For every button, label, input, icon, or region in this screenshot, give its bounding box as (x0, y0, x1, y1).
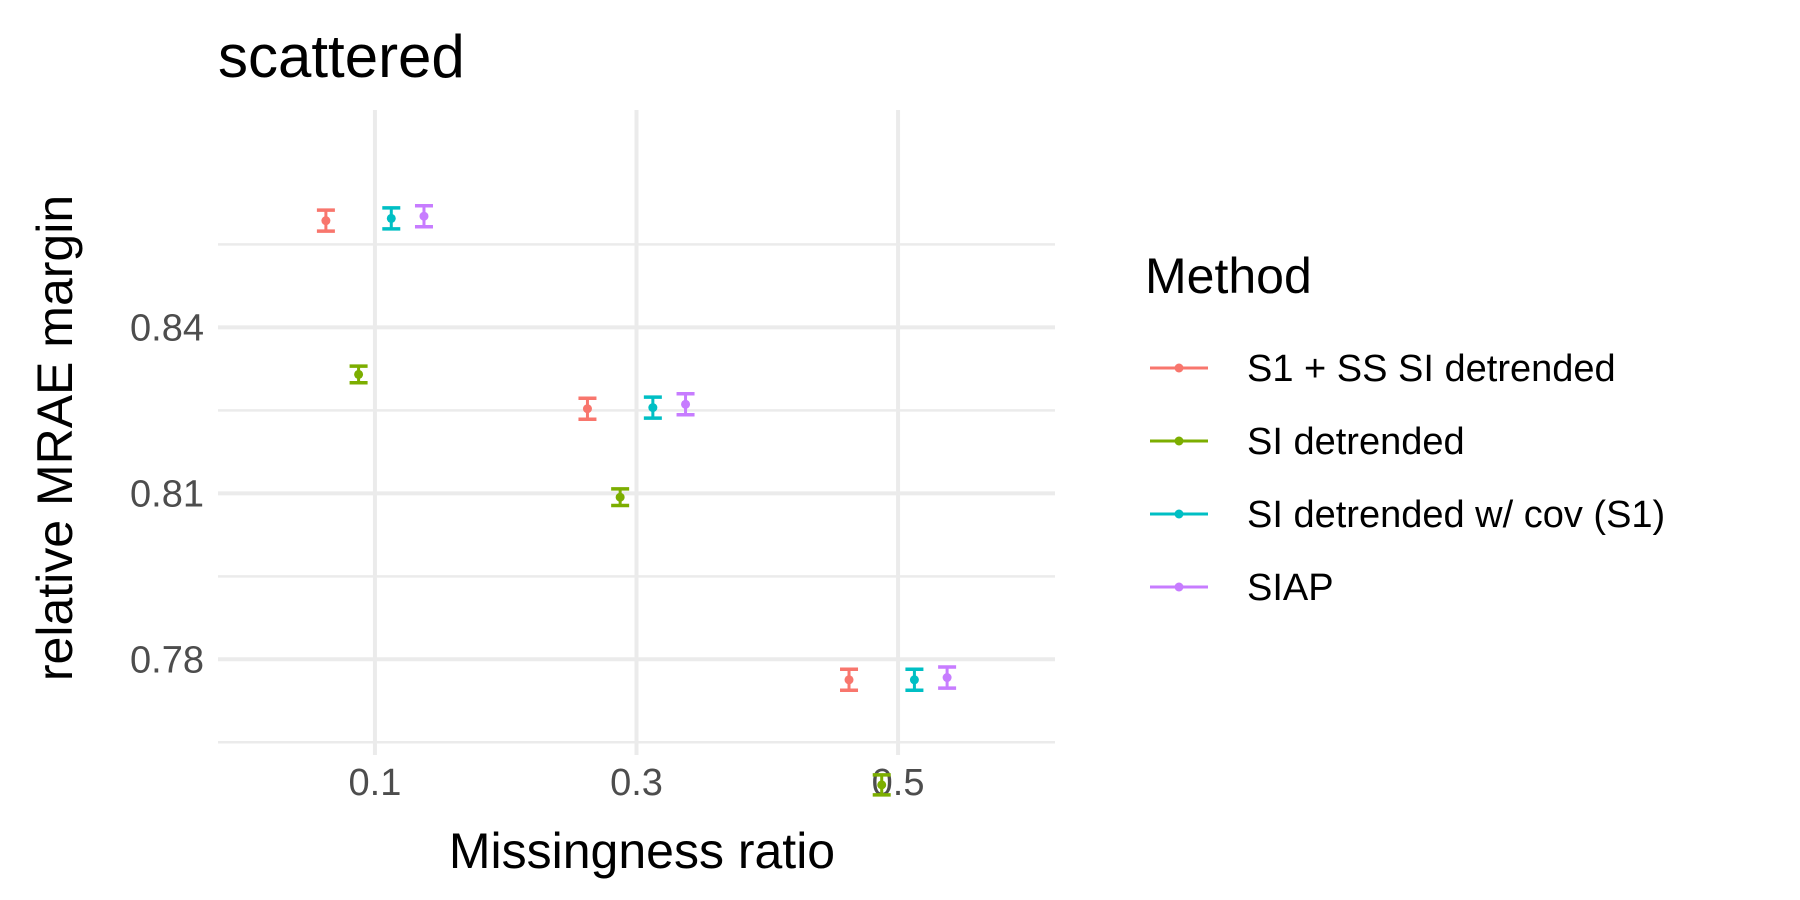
data-point (681, 399, 691, 409)
x-axis-ticks: 0.1 0.3 0.5 (349, 762, 925, 804)
y-tick-label: 0.78 (130, 639, 204, 681)
data-point (419, 211, 429, 221)
errorbar-point (316, 208, 335, 233)
x-axis-title: Missingness ratio (449, 823, 835, 879)
data-point (909, 675, 919, 685)
legend-item: SI detrended w/ cov (S1) (1150, 494, 1665, 536)
data-point (354, 369, 364, 379)
errorbar-point (905, 667, 924, 693)
data-point (942, 673, 952, 683)
legend-key-point (1174, 363, 1184, 373)
legend-label: SI detrended w/ cov (S1) (1247, 494, 1665, 536)
legend-label: SI detrended (1247, 421, 1465, 463)
y-axis-title: relative MRAE margin (27, 195, 83, 681)
legend-label: S1 + SS SI detrended (1247, 348, 1616, 390)
data-point (648, 403, 658, 413)
legend-item: S1 + SS SI detrended (1150, 348, 1616, 390)
data-point (615, 492, 625, 502)
data-point (582, 404, 592, 414)
errorbar-point (840, 667, 859, 693)
data-point (877, 780, 887, 790)
errorbar-point (938, 665, 957, 690)
errorbar-point (872, 773, 891, 797)
legend-label: SIAP (1247, 567, 1334, 609)
x-tick-label: 0.3 (610, 762, 663, 804)
data-point (321, 216, 331, 226)
errorbar-point (578, 396, 597, 421)
errorbar-point (611, 487, 630, 508)
chart-title: scattered (218, 23, 465, 90)
errorbar-point (349, 364, 368, 385)
y-tick-label: 0.81 (130, 473, 204, 515)
errorbar-point (382, 206, 401, 231)
legend-key-point (1174, 436, 1184, 446)
legend-item: SIAP (1150, 567, 1334, 609)
y-axis-ticks: 0.84 0.81 0.78 (130, 307, 204, 681)
legend-title: Method (1145, 248, 1312, 304)
legend-item: SI detrended (1150, 421, 1465, 463)
grid (218, 110, 1055, 755)
data-marks (316, 203, 957, 797)
errorbar-point (414, 203, 433, 229)
legend-key-point (1174, 582, 1184, 592)
x-tick-label: 0.1 (349, 762, 402, 804)
y-tick-label: 0.84 (130, 307, 204, 349)
data-point (386, 213, 396, 223)
data-point (844, 675, 854, 685)
legend-key-point (1174, 509, 1184, 519)
legend: Method S1 + SS SI detrended SI detrended S… (1145, 248, 1665, 609)
errorbar-point (676, 392, 695, 417)
errorbar-point (643, 395, 662, 420)
